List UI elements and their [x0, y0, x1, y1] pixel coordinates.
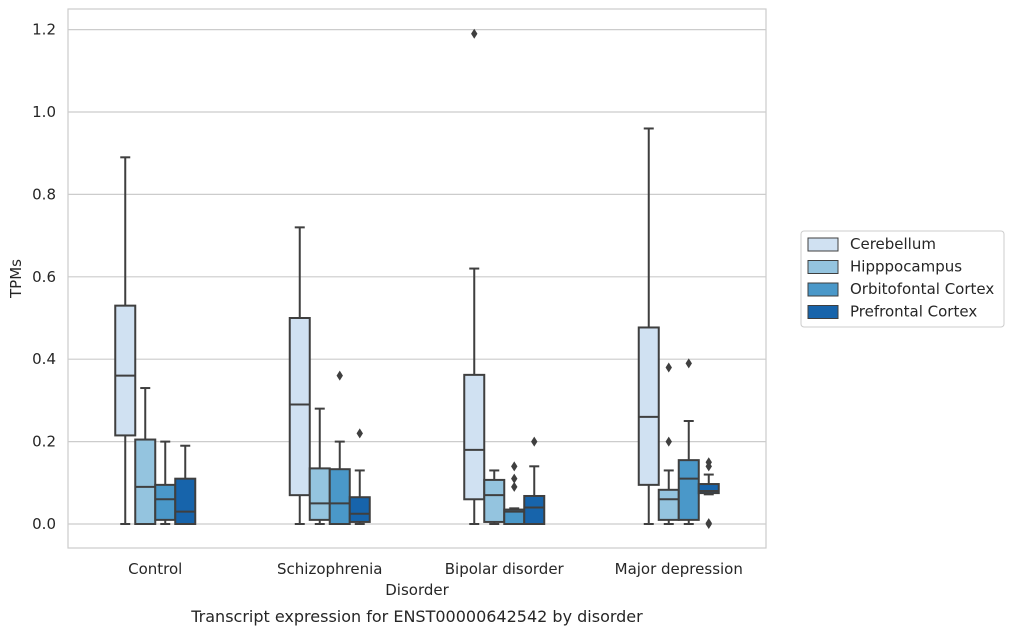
box-body — [174, 477, 197, 525]
box-body — [657, 488, 680, 521]
y-axis-label: TPMs — [7, 259, 25, 299]
legend-swatch — [807, 305, 839, 319]
legend-swatch — [807, 237, 839, 252]
x-tick-label: Schizophrenia — [277, 560, 382, 578]
box-body — [134, 438, 157, 526]
y-tick-label: 1.0 — [32, 103, 56, 121]
figure-caption: Transcript expression for ENST0000064254… — [190, 607, 643, 626]
y-tick-label: 0.2 — [32, 433, 56, 451]
box-body — [308, 467, 331, 521]
outlier-point — [511, 461, 518, 472]
box-cerebellum — [463, 28, 486, 525]
outlier-point — [665, 362, 672, 373]
legend-frame — [800, 230, 1005, 328]
box-body — [348, 496, 371, 523]
box-orbitofontal-cortex — [328, 370, 351, 526]
legend-swatch — [807, 260, 839, 274]
boxplot-series — [114, 28, 720, 529]
box-body — [463, 373, 486, 501]
box-cerebellum — [637, 127, 660, 525]
box-prefrontal-cortex — [697, 457, 720, 529]
y-tick-label: 0.8 — [32, 185, 56, 203]
x-tick-label: Bipolar disorder — [445, 560, 565, 578]
y-tick-label: 1.2 — [32, 21, 56, 39]
box-body — [523, 494, 546, 526]
x-axis-label: Disorder — [385, 581, 449, 599]
box-orbitofontal-cortex — [677, 358, 700, 525]
legend-label: Hipppocampus — [850, 258, 962, 276]
outlier-point — [665, 436, 672, 447]
box-body — [637, 326, 660, 486]
x-tick-labels: Control Schizophrenia Bipolar disorder Majo… — [128, 560, 743, 578]
box-orbitofontal-cortex — [503, 461, 526, 525]
plot-area-frame — [67, 8, 767, 549]
box-orbitofontal-cortex — [154, 440, 177, 525]
box-hipppocampus — [134, 387, 157, 526]
outlier-point — [705, 457, 712, 468]
box-prefrontal-cortex — [348, 428, 371, 525]
outlier-point — [511, 481, 518, 492]
y-tick-labels: 0.0 0.2 0.4 0.6 0.8 1.0 1.2 — [32, 21, 56, 533]
y-tick-label: 0.0 — [32, 515, 56, 533]
box-body — [328, 468, 351, 526]
legend-label: Cerebellum — [850, 235, 936, 253]
legend-label: Orbitofontal Cortex — [850, 280, 994, 298]
legend-swatch — [807, 282, 839, 297]
y-tick-label: 0.6 — [32, 268, 56, 286]
box-prefrontal-cortex — [523, 436, 546, 526]
box-body — [154, 483, 177, 521]
box-body — [677, 459, 700, 521]
y-tick-label: 0.4 — [32, 350, 56, 368]
outlier-point — [336, 370, 343, 381]
box-body — [288, 317, 311, 497]
outlier-point — [531, 436, 538, 447]
outlier-point — [685, 358, 692, 369]
box-hipppocampus — [657, 362, 680, 525]
gridlines — [68, 29, 766, 525]
box-body — [697, 483, 720, 495]
legend-label: Prefrontal Cortex — [850, 303, 977, 321]
outlier-point — [511, 473, 518, 484]
legend: Cerebellum Hipppocampus Orbitofontal Corte… — [800, 230, 1005, 328]
box-hipppocampus — [483, 469, 506, 525]
outlier-point — [471, 28, 478, 39]
box-cerebellum — [288, 226, 311, 525]
box-body — [483, 478, 506, 523]
x-tick-label: Major depression — [615, 560, 743, 578]
box-prefrontal-cortex — [174, 444, 197, 525]
outlier-point — [356, 428, 363, 439]
outlier-point — [705, 518, 712, 529]
box-hipppocampus — [308, 407, 331, 525]
box-cerebellum — [114, 156, 137, 525]
x-tick-label: Control — [128, 560, 182, 578]
box-body — [114, 304, 137, 437]
